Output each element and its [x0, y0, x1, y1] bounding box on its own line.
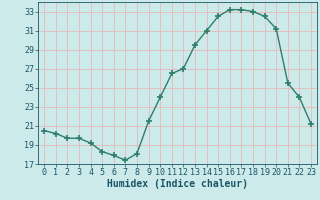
- X-axis label: Humidex (Indice chaleur): Humidex (Indice chaleur): [107, 179, 248, 189]
